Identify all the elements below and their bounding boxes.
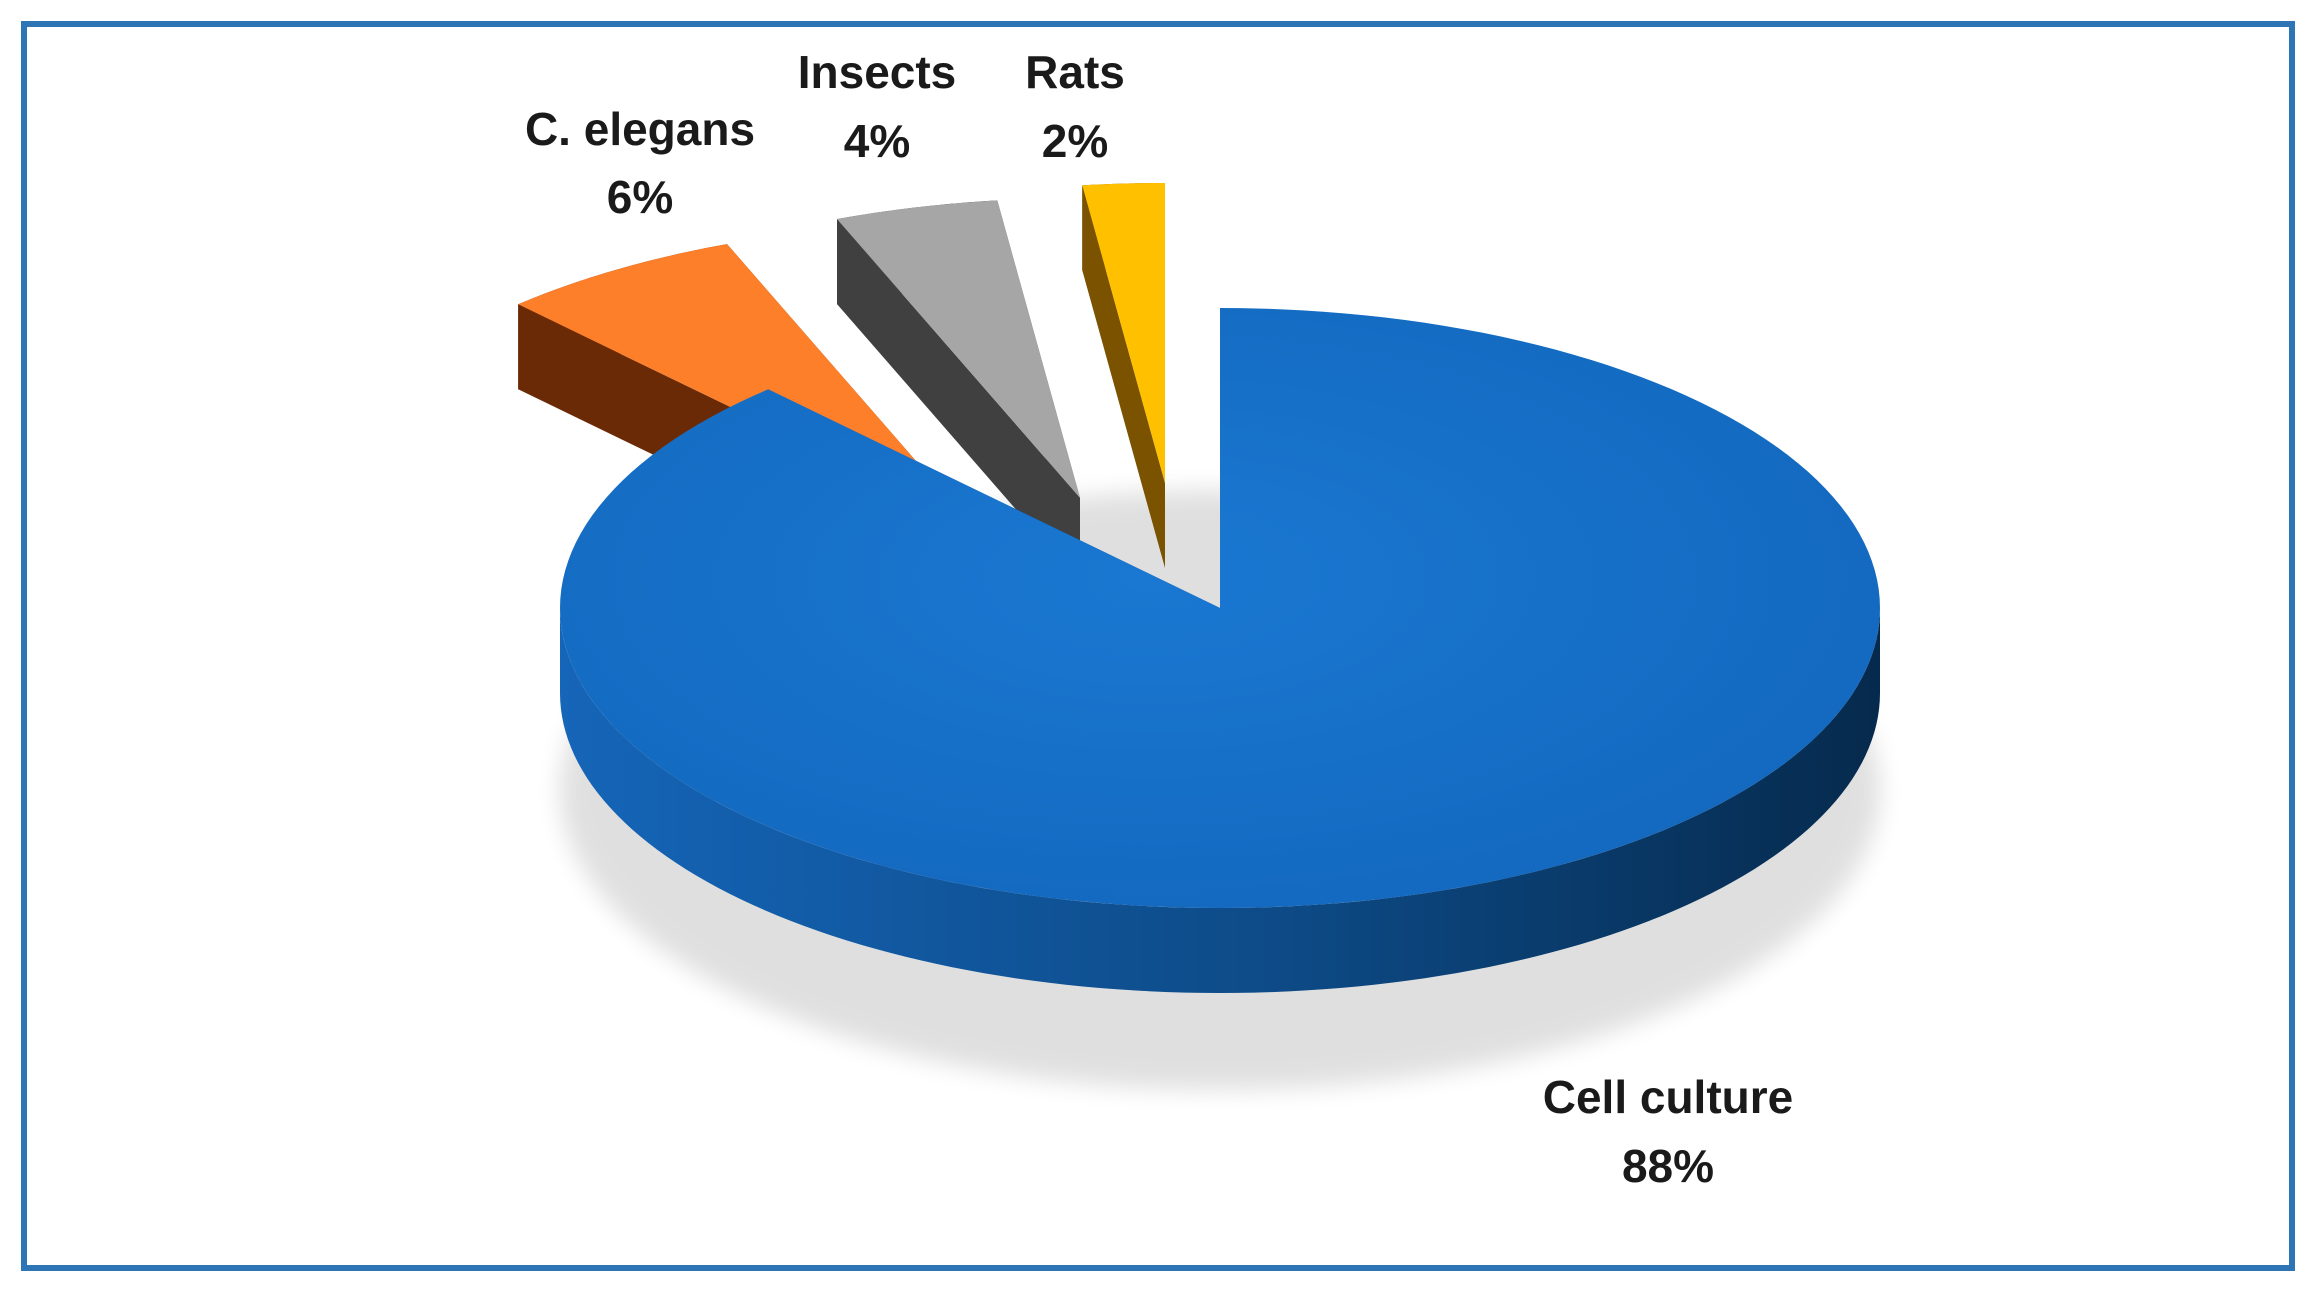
label-cell-culture: Cell culture 88% — [1543, 1071, 1794, 1192]
slice-label-c-elegans-value: 6% — [607, 171, 673, 223]
pie-tops — [518, 183, 1880, 908]
slice-label-cell-culture-name: Cell culture — [1543, 1071, 1794, 1123]
slice-label-rats-name: Rats — [1025, 46, 1125, 98]
slice-label-c-elegans-name: C. elegans — [525, 103, 755, 155]
pie-slice-rats — [1082, 183, 1165, 483]
slice-label-insects-value: 4% — [844, 115, 910, 167]
pie-slice-insects — [837, 200, 1080, 498]
pie-side-rim-cell-culture — [560, 608, 1880, 993]
pie-slice-cell-culture — [560, 308, 1880, 908]
pie-side-face-insects-0 — [837, 219, 1080, 583]
label-rats: Rats 2% — [1025, 46, 1125, 167]
label-insects: Insects 4% — [798, 46, 957, 167]
pie-side-face-rats-0 — [1082, 185, 1165, 568]
slice-label-rats-value: 2% — [1042, 115, 1108, 167]
slice-label-cell-culture-value: 88% — [1622, 1140, 1714, 1192]
slice-label-insects-name: Insects — [798, 46, 957, 98]
label-c-elegans: C. elegans 6% — [525, 103, 755, 223]
